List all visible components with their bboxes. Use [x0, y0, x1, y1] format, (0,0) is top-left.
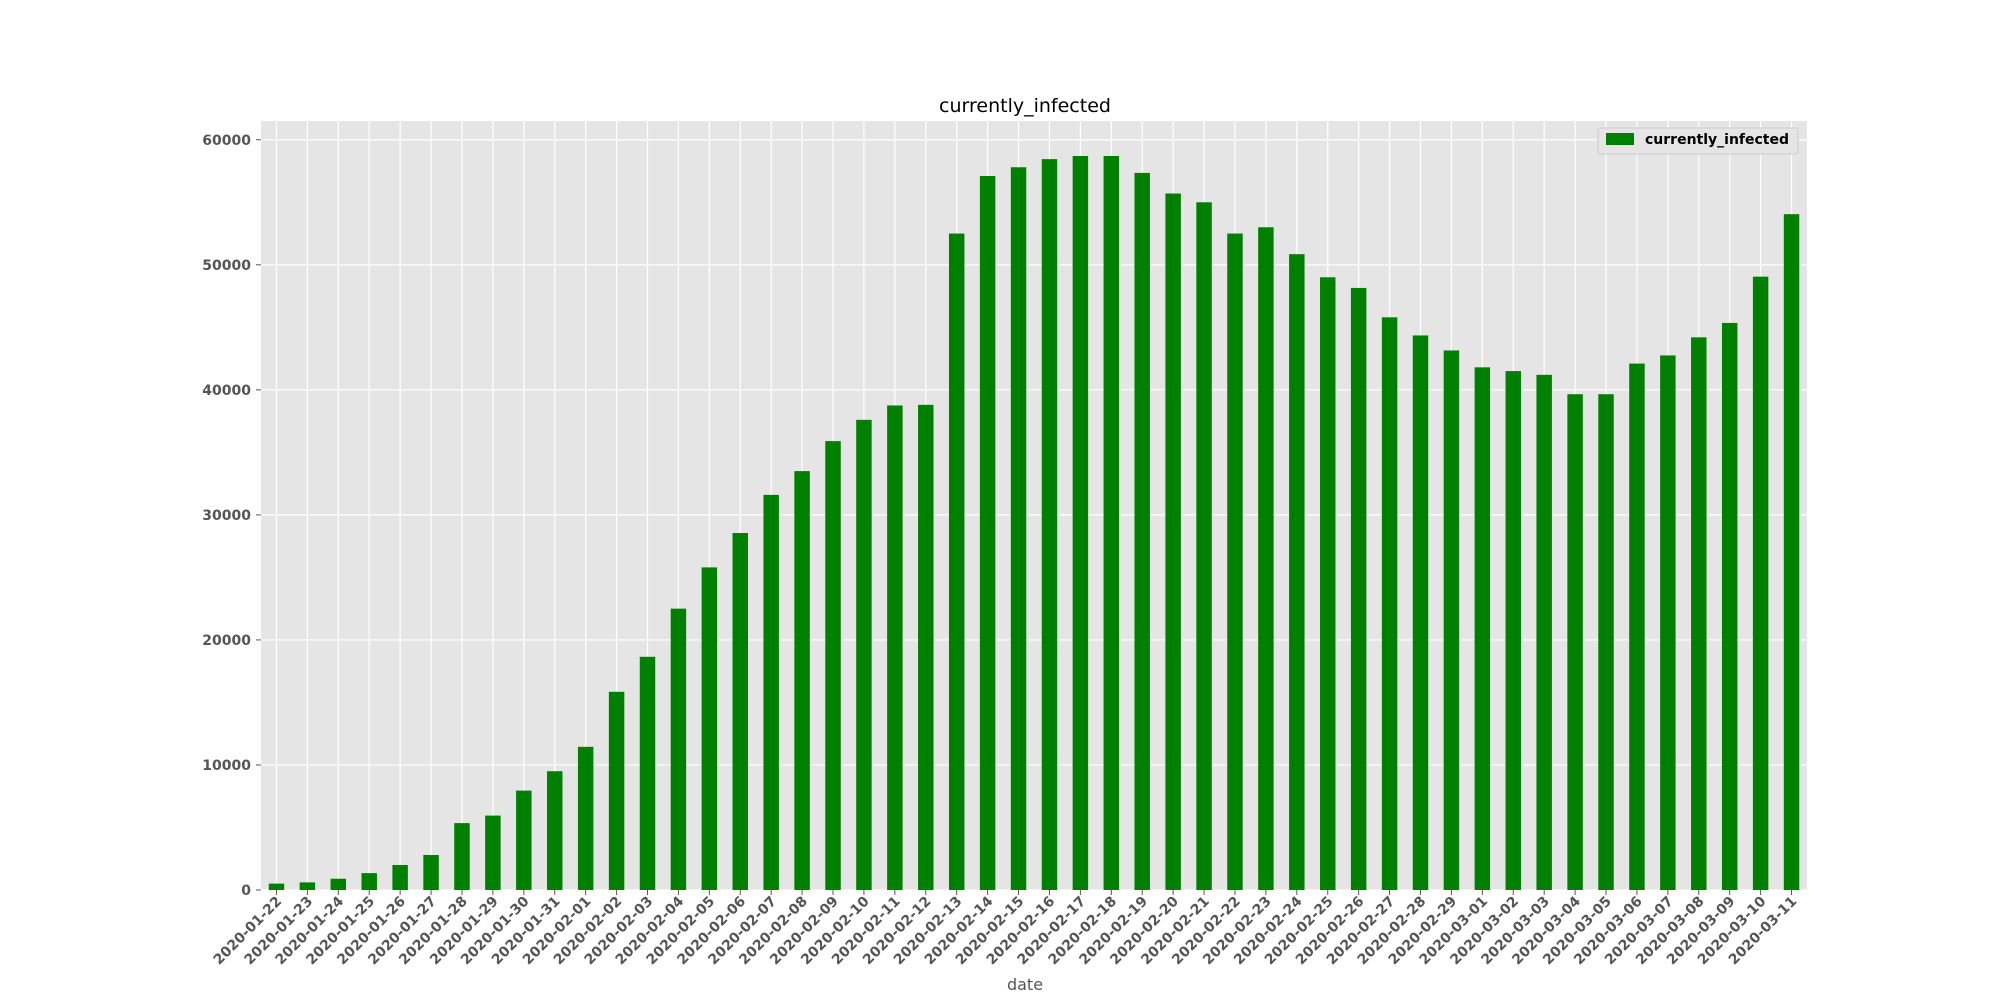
- bar: [1196, 202, 1212, 890]
- y-tick-label: 10000: [202, 758, 251, 774]
- bar: [825, 441, 841, 890]
- bar: [1443, 350, 1460, 890]
- bar: [1320, 277, 1336, 891]
- bars: [268, 156, 1800, 891]
- bar: [1567, 394, 1583, 890]
- bar: [392, 864, 408, 890]
- y-tick-label: 30000: [202, 508, 251, 524]
- bar: [701, 567, 718, 890]
- y-axis: 0 10000 20000 30000 40000 50000 60000: [202, 133, 261, 899]
- bar: [330, 878, 347, 890]
- bar: [1350, 287, 1367, 890]
- bar: [1629, 363, 1645, 890]
- bar: [1289, 254, 1305, 891]
- bar: [1721, 322, 1738, 890]
- bar: [639, 656, 656, 890]
- legend: currently_infected: [1597, 127, 1799, 155]
- bar: [670, 608, 687, 890]
- bar: [1165, 193, 1181, 891]
- bar: [516, 790, 532, 890]
- legend-label: currently_infected: [1645, 132, 1789, 148]
- y-tick-label: 50000: [202, 258, 251, 274]
- bar: [547, 771, 563, 890]
- bar: [1227, 233, 1243, 890]
- bar: [887, 405, 903, 890]
- bar: [1041, 159, 1058, 891]
- legend-swatch: [1606, 133, 1634, 145]
- chart-title: currently_infected: [939, 95, 1111, 117]
- bar: [1134, 172, 1150, 891]
- bar: [577, 746, 594, 890]
- bar: [856, 419, 872, 890]
- bar: [1752, 276, 1769, 890]
- bar: [1072, 156, 1089, 891]
- bar: [763, 494, 779, 890]
- bar: [1505, 371, 1521, 890]
- bar: [732, 533, 748, 890]
- y-tick-label: 0: [241, 883, 251, 899]
- y-tick-label: 20000: [202, 633, 251, 649]
- bar: [1258, 227, 1274, 890]
- bar: [485, 815, 501, 890]
- bar: [948, 233, 965, 890]
- bar: [1536, 374, 1552, 890]
- bar: [1691, 337, 1707, 890]
- bar: [1381, 317, 1398, 890]
- bar: [608, 691, 625, 890]
- bar: [361, 873, 377, 890]
- bar: [1412, 335, 1429, 890]
- bar: [423, 854, 439, 890]
- bar: [268, 883, 285, 890]
- bar: [979, 176, 996, 890]
- bar: [918, 404, 934, 890]
- bar: [299, 882, 316, 890]
- y-tick-label: 40000: [202, 383, 251, 399]
- bar: [1103, 156, 1120, 891]
- bar: [1783, 214, 1800, 891]
- bar: [1598, 394, 1614, 890]
- legend-frame: [1597, 127, 1799, 155]
- bar: [1474, 367, 1491, 890]
- bar: [454, 823, 470, 890]
- bar: [794, 471, 810, 890]
- bar: [1660, 355, 1676, 890]
- bar: [1010, 167, 1027, 891]
- x-axis-label: date: [1007, 975, 1043, 994]
- y-tick-label: 60000: [202, 133, 251, 149]
